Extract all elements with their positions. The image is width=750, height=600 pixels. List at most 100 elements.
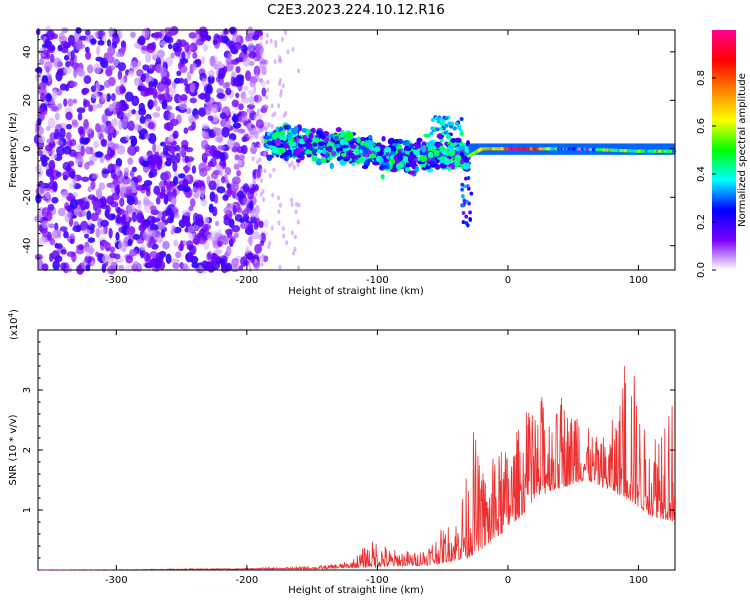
signal-speckle xyxy=(459,128,464,133)
noise-speckle xyxy=(198,228,207,240)
noise-speckle xyxy=(232,122,242,129)
noise-speckle xyxy=(194,114,200,120)
signal-speckle xyxy=(381,135,386,142)
noise-speckle xyxy=(47,203,55,212)
noise-speckle xyxy=(93,63,102,75)
noise-speckle xyxy=(65,60,71,68)
noise-speckle xyxy=(38,87,48,95)
snr-y-ticks: 1 2 3 xyxy=(22,341,675,559)
noise-speckle xyxy=(222,82,230,89)
noise-speckle xyxy=(69,198,79,210)
noise-speckle xyxy=(247,186,256,195)
signal-speckle xyxy=(345,131,354,139)
noise-speckle xyxy=(207,115,214,121)
noise-speckle xyxy=(260,232,266,244)
noise-speckle xyxy=(101,253,109,264)
noise-speckle xyxy=(254,192,258,198)
noise-speckle xyxy=(168,145,177,154)
noise-speckle xyxy=(83,75,92,85)
noise-speckle xyxy=(62,145,72,155)
spectrogram-y-ticks: -40 -20 0 20 40 xyxy=(22,39,675,271)
noise-speckle xyxy=(259,41,263,47)
x-tick-label: -200 xyxy=(236,575,259,586)
noise-speckle xyxy=(242,57,251,67)
signal-speckle xyxy=(452,126,457,131)
signal-speckle xyxy=(445,134,451,140)
noise-speckle xyxy=(198,26,208,36)
noise-speckle xyxy=(192,52,198,59)
noise-speckle xyxy=(125,134,130,141)
noise-speckle xyxy=(225,57,233,65)
noise-speckle xyxy=(255,73,259,79)
signal-speckle xyxy=(311,147,317,155)
noise-speckle xyxy=(292,164,296,170)
noise-speckle xyxy=(167,135,175,143)
spectrogram-x-ticks: -300 -200 -100 0 100 xyxy=(105,30,648,286)
noise-speckle xyxy=(170,152,176,164)
noise-speckle xyxy=(239,222,249,230)
noise-speckle xyxy=(163,122,171,130)
noise-speckle xyxy=(282,113,286,119)
noise-speckle xyxy=(163,170,172,181)
noise-speckle xyxy=(271,112,275,118)
noise-speckle xyxy=(193,192,200,199)
noise-speckle xyxy=(85,264,91,272)
signal-speckle xyxy=(293,148,302,156)
noise-speckle xyxy=(170,118,179,127)
noise-speckle xyxy=(249,134,253,140)
noise-speckle xyxy=(59,226,68,232)
noise-speckle xyxy=(171,188,177,199)
noise-speckle xyxy=(191,165,196,174)
noise-speckle xyxy=(254,204,260,215)
noise-speckle xyxy=(239,218,245,224)
noise-speckle xyxy=(256,159,260,165)
signal-speckle xyxy=(334,143,341,149)
noise-speckle xyxy=(259,63,263,69)
noise-speckle xyxy=(214,249,223,255)
noise-speckle xyxy=(56,146,65,156)
noise-speckle xyxy=(155,63,164,74)
signal-speckle xyxy=(379,157,384,163)
noise-speckle xyxy=(179,94,188,102)
noise-speckle xyxy=(273,59,277,65)
noise-speckle xyxy=(251,144,255,150)
noise-speckle xyxy=(217,240,223,247)
noise-speckle xyxy=(55,171,62,178)
noise-speckle xyxy=(152,142,157,154)
noise-speckle xyxy=(253,56,257,62)
noise-speckle xyxy=(135,184,145,191)
signal-speckle xyxy=(439,145,446,152)
signal-speckle xyxy=(341,144,349,149)
signal-speckle xyxy=(329,162,334,170)
noise-speckle xyxy=(110,118,118,127)
noise-speckle xyxy=(61,46,69,54)
noise-speckle xyxy=(79,220,89,232)
noise-speckle xyxy=(176,70,182,77)
noise-speckle xyxy=(49,53,55,63)
noise-speckle xyxy=(132,233,140,241)
noise-speckle xyxy=(214,150,223,158)
noise-speckle xyxy=(120,40,126,48)
noise-speckle xyxy=(144,133,151,140)
noise-speckle xyxy=(101,93,108,102)
signal-speckle xyxy=(426,142,434,148)
noise-speckle xyxy=(165,253,172,264)
noise-speckle xyxy=(90,212,99,222)
noise-speckle xyxy=(196,179,203,187)
noise-speckle xyxy=(252,34,260,41)
noise-speckle xyxy=(78,126,83,134)
signal-speckle xyxy=(457,125,462,130)
signal-speckle xyxy=(447,150,456,157)
noise-speckle xyxy=(281,83,285,89)
noise-speckle xyxy=(97,40,105,46)
noise-speckle xyxy=(294,209,298,215)
noise-speckle xyxy=(147,241,152,248)
noise-speckle xyxy=(248,216,252,222)
noise-speckle xyxy=(68,182,75,190)
noise-speckle xyxy=(107,45,116,57)
noise-speckle xyxy=(189,82,196,93)
noise-speckle xyxy=(277,103,281,109)
signal-speckle xyxy=(266,154,273,161)
signal-speckle xyxy=(463,156,468,163)
noise-speckle xyxy=(259,128,263,134)
